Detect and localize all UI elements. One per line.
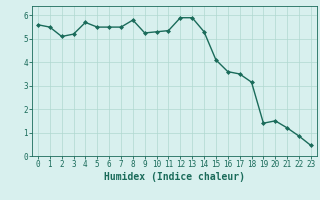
X-axis label: Humidex (Indice chaleur): Humidex (Indice chaleur) bbox=[104, 172, 245, 182]
